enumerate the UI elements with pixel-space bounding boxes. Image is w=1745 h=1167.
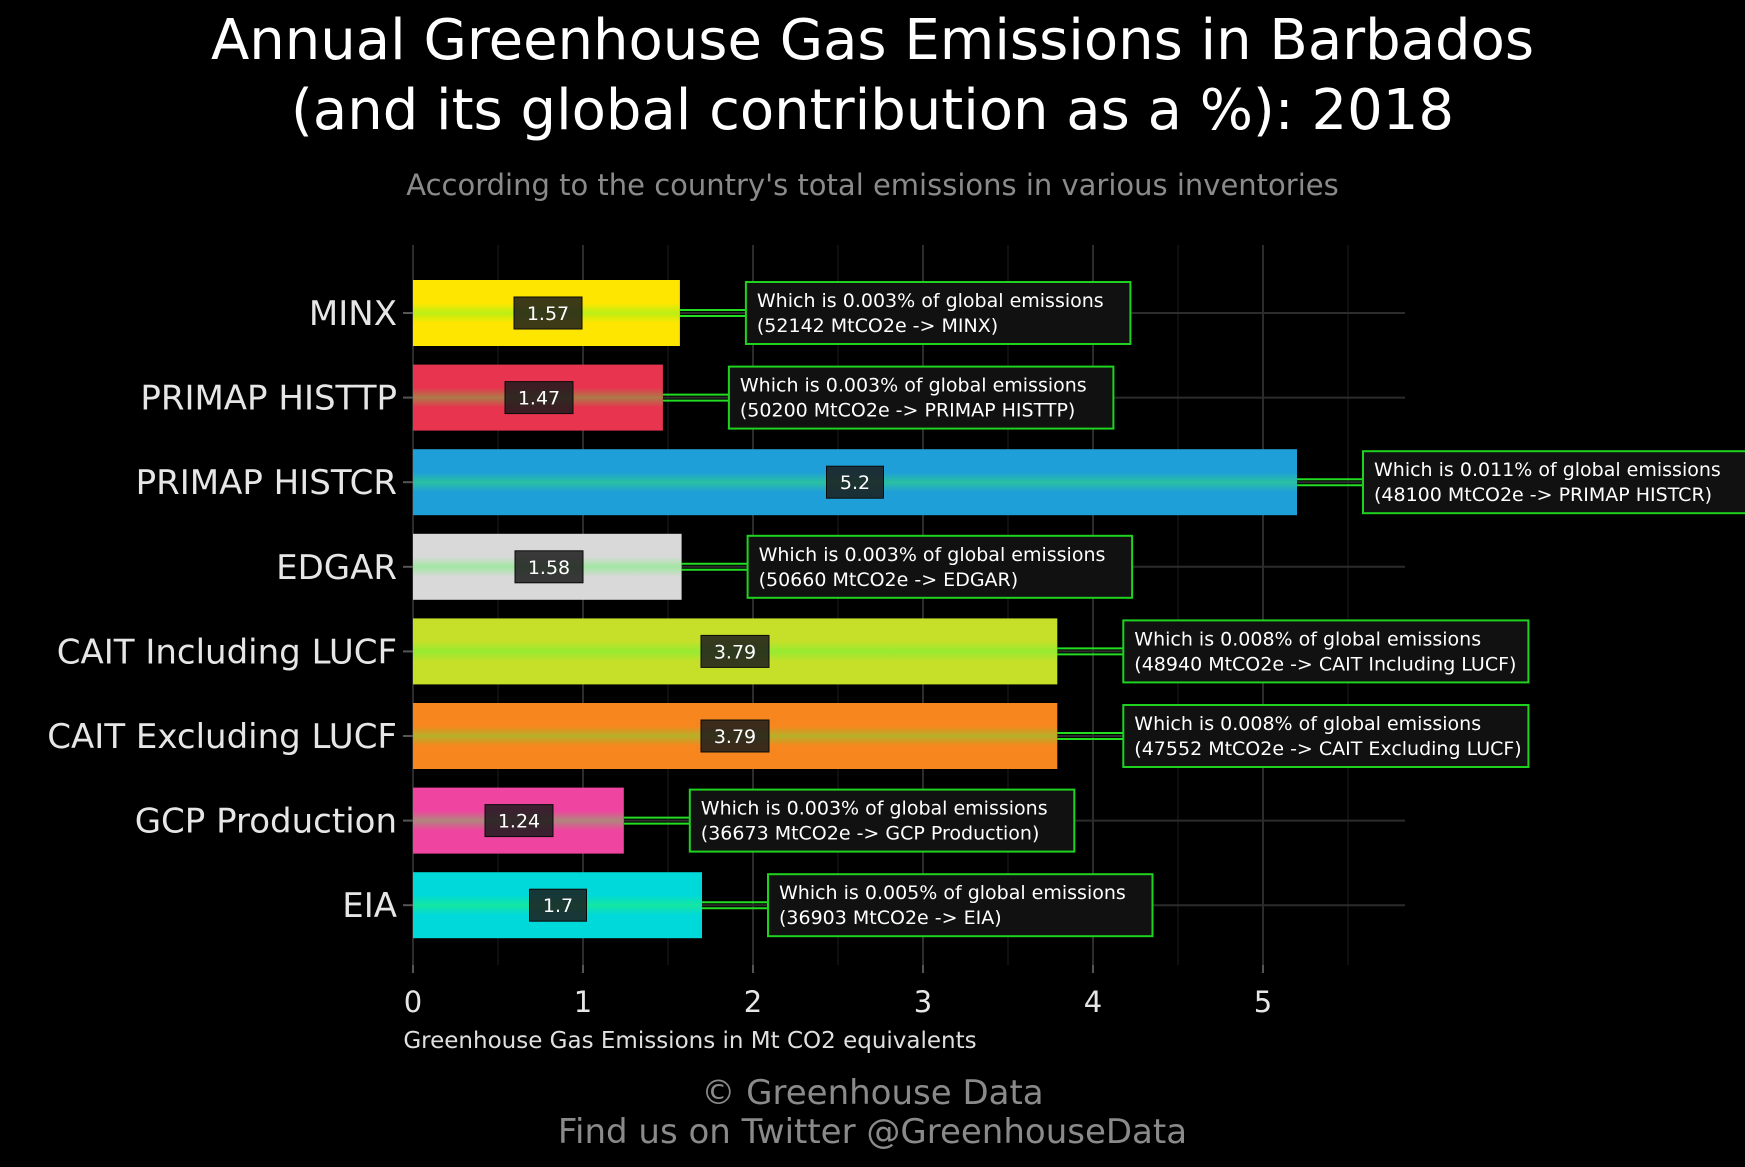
bar-group: GCP Production 1.24 Which is 0.003% of glo… bbox=[135, 787, 1076, 854]
bar-group: CAIT Excluding LUCF 3.79 Which is 0.008% o… bbox=[47, 703, 1530, 769]
title-line-1: Annual Greenhouse Gas Emissions in Barba… bbox=[211, 8, 1534, 73]
category-label: GCP Production bbox=[135, 802, 397, 842]
annotation-line-1: Which is 0.003% of global emissions bbox=[701, 798, 1048, 820]
annotation-line-2: (48940 MtCO2e -> CAIT Including LUCF) bbox=[1134, 653, 1516, 675]
chart-subtitle: According to the country's total emissio… bbox=[406, 168, 1339, 202]
value-label-box bbox=[700, 719, 770, 753]
annotation-line-2: (48100 MtCO2e -> PRIMAP HISTCR) bbox=[1374, 484, 1712, 506]
annotation-line-1: Which is 0.008% of global emissions bbox=[1134, 713, 1481, 735]
value-label: 1.57 bbox=[527, 303, 569, 325]
value-label-box bbox=[504, 381, 574, 415]
annotation-box bbox=[688, 788, 1076, 853]
category-label: EDGAR bbox=[276, 548, 397, 588]
value-label-box bbox=[484, 804, 554, 838]
value-label-box bbox=[529, 888, 587, 922]
value-label-box bbox=[513, 296, 583, 330]
value-label: 1.58 bbox=[528, 557, 570, 579]
x-tick-label: 3 bbox=[914, 985, 932, 1019]
annotation-line-2: (50660 MtCO2e -> EDGAR) bbox=[759, 569, 1019, 591]
x-tick-label: 1 bbox=[574, 985, 592, 1019]
footer-twitter: Find us on Twitter @GreenhouseData bbox=[557, 1112, 1188, 1152]
value-label: 3.79 bbox=[714, 641, 756, 663]
annotation-box bbox=[767, 873, 1154, 938]
annotation-line-2: (36673 MtCO2e -> GCP Production) bbox=[701, 823, 1040, 845]
annotation-line-1: Which is 0.003% of global emissions bbox=[759, 544, 1106, 566]
annotation-line-1: Which is 0.003% of global emissions bbox=[740, 375, 1087, 397]
annotation-line-1: Which is 0.003% of global emissions bbox=[757, 290, 1104, 312]
value-label: 1.47 bbox=[518, 388, 560, 410]
bar-group: PRIMAP HISTCR 5.2 Which is 0.011% of globa… bbox=[136, 449, 1745, 516]
x-tick-label: 2 bbox=[744, 985, 762, 1019]
value-label: 5.2 bbox=[840, 472, 870, 494]
category-label: CAIT Excluding LUCF bbox=[47, 717, 397, 757]
bar-group: EIA 1.7 Which is 0.005% of global emission… bbox=[342, 872, 1154, 939]
category-label: PRIMAP HISTCR bbox=[136, 463, 397, 503]
annotation-box bbox=[1122, 619, 1530, 684]
bar-group: MINX 1.57 Which is 0.003% of global emissi… bbox=[309, 280, 1132, 346]
value-label: 3.79 bbox=[714, 726, 756, 748]
x-tick-label: 4 bbox=[1084, 985, 1102, 1019]
annotation-box bbox=[1362, 450, 1745, 515]
annotation-line-1: Which is 0.005% of global emissions bbox=[779, 882, 1126, 904]
category-label: EIA bbox=[342, 886, 397, 926]
value-label: 1.7 bbox=[543, 895, 573, 917]
annotation-line-1: Which is 0.011% of global emissions bbox=[1374, 459, 1721, 481]
title-line-2: (and its global contribution as a %): 20… bbox=[291, 78, 1454, 143]
annotation-line-2: (52142 MtCO2e -> MINX) bbox=[757, 315, 998, 337]
category-label: PRIMAP HISTTP bbox=[140, 379, 397, 419]
annotation-line-2: (36903 MtCO2e -> EIA) bbox=[779, 907, 1002, 929]
annotation-line-1: Which is 0.008% of global emissions bbox=[1134, 628, 1481, 650]
annotation-line-2: (47552 MtCO2e -> CAIT Excluding LUCF) bbox=[1134, 738, 1521, 760]
footer-copyright: © Greenhouse Data bbox=[701, 1073, 1044, 1113]
x-axis-label: Greenhouse Gas Emissions in Mt CO2 equiv… bbox=[403, 1028, 976, 1054]
category-label: CAIT Including LUCF bbox=[57, 632, 397, 672]
bar-group: CAIT Including LUCF 3.79 Which is 0.008% o… bbox=[57, 618, 1530, 685]
value-label-box bbox=[514, 550, 584, 584]
annotation-box bbox=[727, 365, 1115, 430]
grid bbox=[412, 245, 1405, 965]
category-label: MINX bbox=[309, 294, 397, 334]
value-label-box bbox=[700, 634, 770, 668]
value-label: 1.24 bbox=[498, 811, 540, 833]
bar-group: PRIMAP HISTTP 1.47 Which is 0.003% of glob… bbox=[140, 364, 1115, 431]
annotation-box bbox=[744, 281, 1132, 345]
annotation-box bbox=[1122, 704, 1530, 768]
bar-group: EDGAR 1.58 Which is 0.003% of global emiss… bbox=[276, 533, 1134, 600]
annotation-line-2: (50200 MtCO2e -> PRIMAP HISTTP) bbox=[740, 400, 1075, 422]
annotation-box bbox=[746, 534, 1134, 599]
value-label-box bbox=[826, 465, 884, 499]
x-tick-label: 5 bbox=[1254, 985, 1272, 1019]
x-tick-label: 0 bbox=[404, 985, 422, 1019]
chart-title: Annual Greenhouse Gas Emissions in Barba… bbox=[0, 6, 1745, 146]
